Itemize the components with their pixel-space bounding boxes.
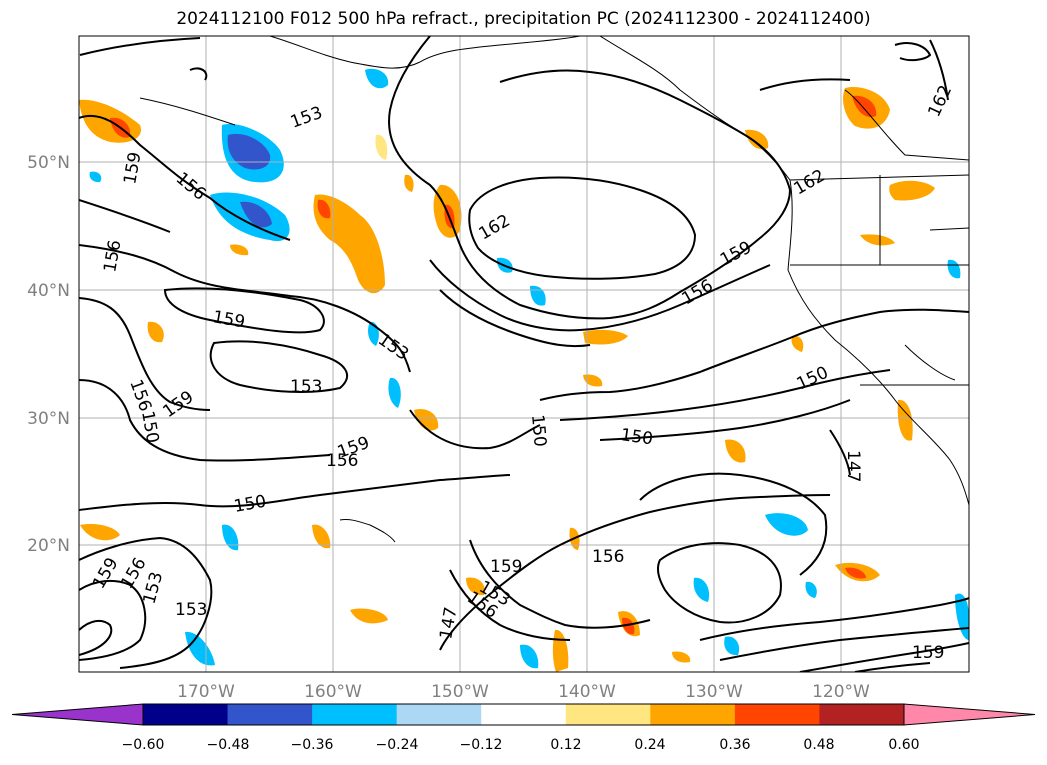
- lat-label: 30°N: [27, 409, 70, 429]
- colorbar-tick: 0.24: [634, 737, 665, 753]
- colorbar-segment: [227, 704, 313, 725]
- map-title: 2024112100 F012 500 hPa refract., precip…: [176, 9, 871, 29]
- lon-label: 160°W: [304, 682, 362, 702]
- lon-label: 130°W: [685, 682, 743, 702]
- colorbar-segment: [650, 704, 736, 725]
- colorbar-segment: [396, 704, 482, 725]
- colorbar: −0.60 −0.48 −0.36 −0.24 −0.12 0.12 0.24 …: [11, 703, 1036, 753]
- contour-label: 150: [527, 414, 550, 448]
- lat-label: 40°N: [27, 281, 70, 301]
- graticule: [79, 36, 969, 672]
- contour-label: 156: [592, 547, 624, 567]
- longitude-labels: 170°W 160°W 150°W 140°W 130°W 120°W: [177, 682, 870, 702]
- colorbar-tick: 0.48: [803, 737, 834, 753]
- colorbar-segment: [819, 704, 905, 725]
- colorbar-segment: [481, 704, 567, 725]
- colorbar-segment: [143, 704, 229, 725]
- colorbar-tick: −0.12: [460, 737, 503, 753]
- colorbar-segment: [565, 704, 651, 725]
- colorbar-ticks: −0.60 −0.48 −0.36 −0.24 −0.12 0.12 0.24 …: [122, 737, 920, 753]
- colorbar-extend-low: [11, 703, 144, 726]
- colorbar-tick: −0.60: [122, 737, 165, 753]
- contour-label: 159: [912, 643, 944, 663]
- contour-label: 159: [490, 557, 522, 577]
- colorbar-tick: 0.36: [719, 737, 750, 753]
- colorbar-segment: [734, 704, 820, 725]
- contour-label: 153: [290, 377, 322, 397]
- coastlines: [139, 36, 969, 543]
- colorbar-tick: 0.12: [550, 737, 581, 753]
- lat-label: 50°N: [27, 153, 70, 173]
- lat-label: 20°N: [27, 536, 70, 556]
- contour-label: 153: [175, 600, 207, 620]
- lon-label: 120°W: [812, 682, 870, 702]
- contour-label: 150: [619, 425, 654, 449]
- colorbar-extend-high: [903, 703, 1036, 726]
- latitude-labels: 50°N 40°N 30°N 20°N: [27, 153, 70, 556]
- map-frame: [78, 35, 970, 673]
- colorbar-tick: −0.48: [207, 737, 250, 753]
- lon-label: 140°W: [558, 682, 616, 702]
- contour-label: 147: [843, 450, 863, 482]
- lon-label: 150°W: [431, 682, 489, 702]
- colorbar-segments: [143, 704, 905, 725]
- colorbar-tick: −0.36: [291, 737, 334, 753]
- refractivity-contours: [79, 36, 969, 672]
- map-plot-area: 153 159 156 156 162 159 156 159 153 153 …: [79, 36, 969, 672]
- colorbar-tick: −0.24: [376, 737, 419, 753]
- colorbar-segment: [312, 704, 398, 725]
- colorbar-tick: 0.60: [888, 737, 919, 753]
- lon-label: 170°W: [177, 682, 235, 702]
- contour-label: 156: [326, 451, 358, 471]
